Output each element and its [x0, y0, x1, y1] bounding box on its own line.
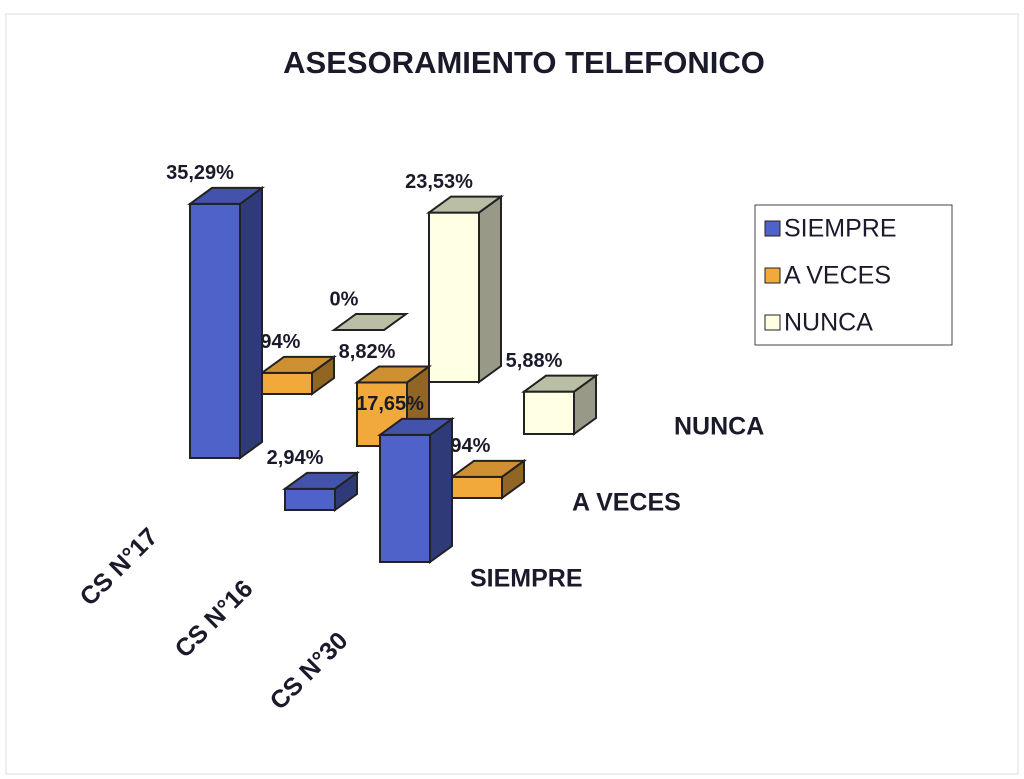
category-label: CS N°17 [75, 523, 164, 612]
series-axis-label: NUNCA [674, 413, 764, 441]
legend-swatch [764, 267, 781, 284]
data-label: 5,88% [506, 350, 563, 372]
bar-top [330, 313, 410, 331]
data-label: 2,94% [267, 447, 324, 469]
bar-top [425, 195, 505, 214]
legend-label: A VECES [784, 262, 891, 290]
bar-top [281, 471, 361, 490]
bar-side [239, 185, 263, 460]
data-label: 23,53% [405, 171, 473, 193]
bar-top [520, 374, 600, 393]
bar-side [429, 416, 453, 564]
series-axis-label: A VECES [572, 489, 681, 517]
data-label: 17,65% [356, 393, 424, 415]
legend-swatch [764, 220, 781, 237]
legend-label: SIEMPRE [784, 215, 897, 243]
bar [428, 211, 480, 383]
bar [284, 487, 336, 511]
bar [261, 371, 313, 395]
chart-title: ASESORAMIENTO TELEFONICO [283, 45, 765, 80]
bar-top [353, 365, 433, 384]
legend-label: NUNCA [784, 309, 873, 337]
page-frame [5, 13, 1019, 775]
category-label: CS N°30 [265, 627, 354, 716]
category-label: CS N°16 [170, 575, 259, 664]
legend-swatch [764, 314, 781, 331]
legend-box [754, 204, 953, 346]
series-axis-label: SIEMPRE [470, 565, 583, 593]
data-label: 8,82% [339, 341, 396, 363]
bar [523, 390, 575, 435]
bar [379, 433, 431, 564]
bar-top [376, 417, 456, 436]
bar [189, 202, 241, 459]
bar [451, 475, 503, 499]
data-label: 0% [330, 288, 359, 310]
bar-top [186, 186, 266, 205]
bar-top [448, 459, 528, 478]
data-label: 35,29% [166, 162, 234, 184]
bar-side [478, 194, 502, 384]
bar-top [258, 355, 338, 374]
